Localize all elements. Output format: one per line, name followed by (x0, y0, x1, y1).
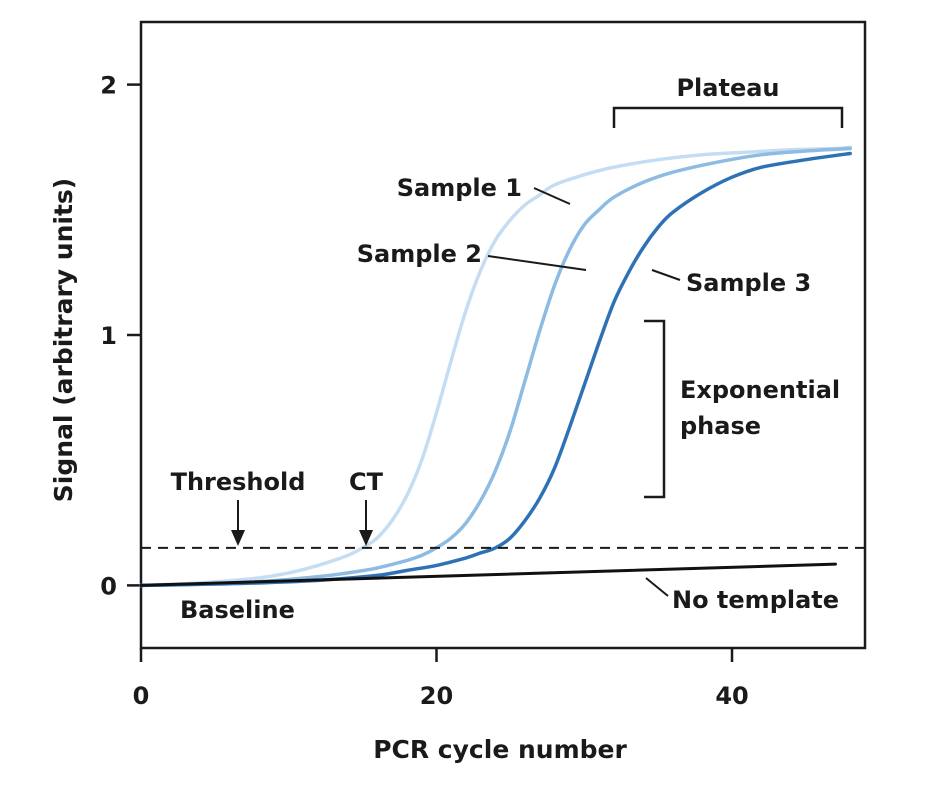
no-template-label: No template (672, 586, 839, 614)
x-axis-title: PCR cycle number (373, 735, 627, 764)
y-tick-label: 1 (100, 322, 117, 350)
plateau-label: Plateau (676, 74, 779, 102)
plot-frame (139, 20, 867, 650)
series-layer (139, 145, 852, 588)
y-tick-label: 0 (100, 572, 117, 600)
threshold-label: Threshold (171, 468, 306, 496)
sample-3-leader (651, 269, 681, 281)
sample-2-leader (487, 255, 587, 271)
plateau-bracket (612, 106, 844, 128)
exponential-bracket (644, 319, 666, 499)
baseline-label: Baseline (180, 596, 295, 624)
sample-3-label: Sample 3 (686, 269, 811, 297)
ct-arrowhead (359, 530, 373, 546)
threshold-arrowhead (231, 530, 245, 546)
axis-ticks: 0 20 40 0 1 2 (100, 72, 748, 710)
no-template-leader (645, 577, 669, 597)
sample-1-leader (533, 187, 571, 205)
y-tick-label: 2 (100, 72, 117, 100)
sample-1-label: Sample 1 (397, 174, 522, 202)
x-tick-label: 0 (133, 682, 150, 710)
series-line-sample-1 (139, 145, 852, 588)
y-axis-title: Signal (arbitrary units) (49, 178, 78, 502)
ct-label: CT (349, 468, 384, 496)
phase-label: phase (680, 412, 761, 440)
series-line-sample-3 (139, 151, 852, 588)
sample-2-label: Sample 2 (357, 240, 482, 268)
x-tick-label: 20 (420, 682, 453, 710)
series-line-no-template (139, 562, 837, 587)
exponential-label: Exponential (680, 376, 840, 404)
series-line-sample-2 (139, 146, 852, 588)
x-tick-label: 40 (715, 682, 748, 710)
